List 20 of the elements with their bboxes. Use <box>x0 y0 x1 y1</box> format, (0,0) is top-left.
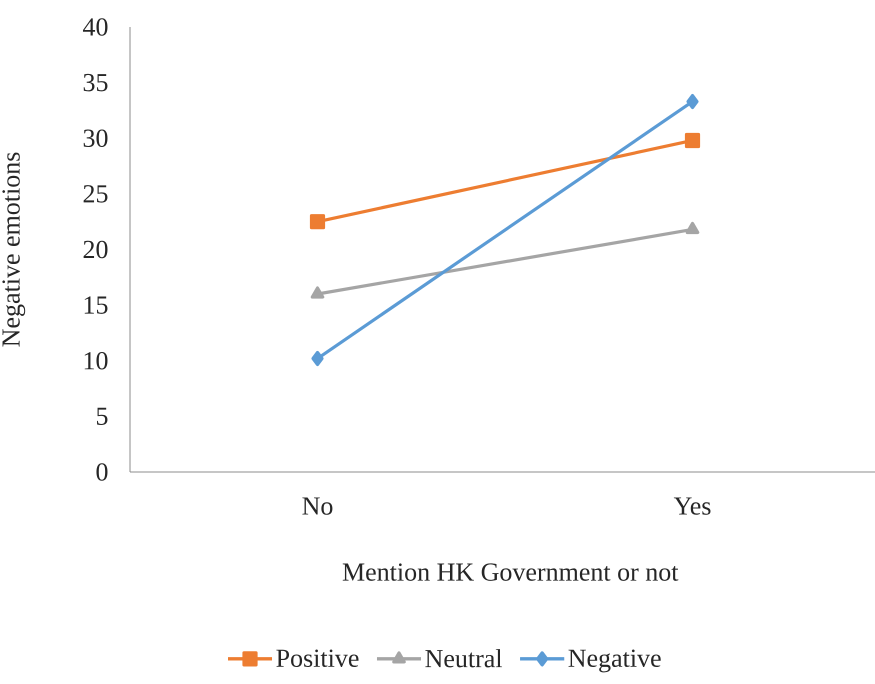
x-axis-title: Mention HK Government or not <box>342 563 678 581</box>
y-axis-title: Negative emotions <box>2 152 26 347</box>
y-tick-label: 5 <box>96 408 108 425</box>
x-tick-label: No <box>302 498 332 515</box>
y-tick-label: 35 <box>84 74 108 92</box>
point <box>311 350 324 366</box>
point <box>686 94 699 110</box>
y-tick-label: 15 <box>84 296 108 314</box>
y-tick-label: 25 <box>84 185 108 203</box>
point <box>310 214 326 230</box>
y-tick-label: 20 <box>84 240 108 258</box>
legend-label: Negative <box>568 650 661 672</box>
y-tick-label: 10 <box>84 352 108 370</box>
legend-label: Neutral <box>425 649 502 668</box>
y-tick-label: 0 <box>96 463 108 481</box>
x-tick-label: Yes <box>674 498 710 515</box>
y-tick-label: 40 <box>82 18 108 36</box>
y-tick-label: 30 <box>84 129 108 148</box>
point <box>684 132 700 148</box>
legend-label: Positive <box>276 650 358 667</box>
